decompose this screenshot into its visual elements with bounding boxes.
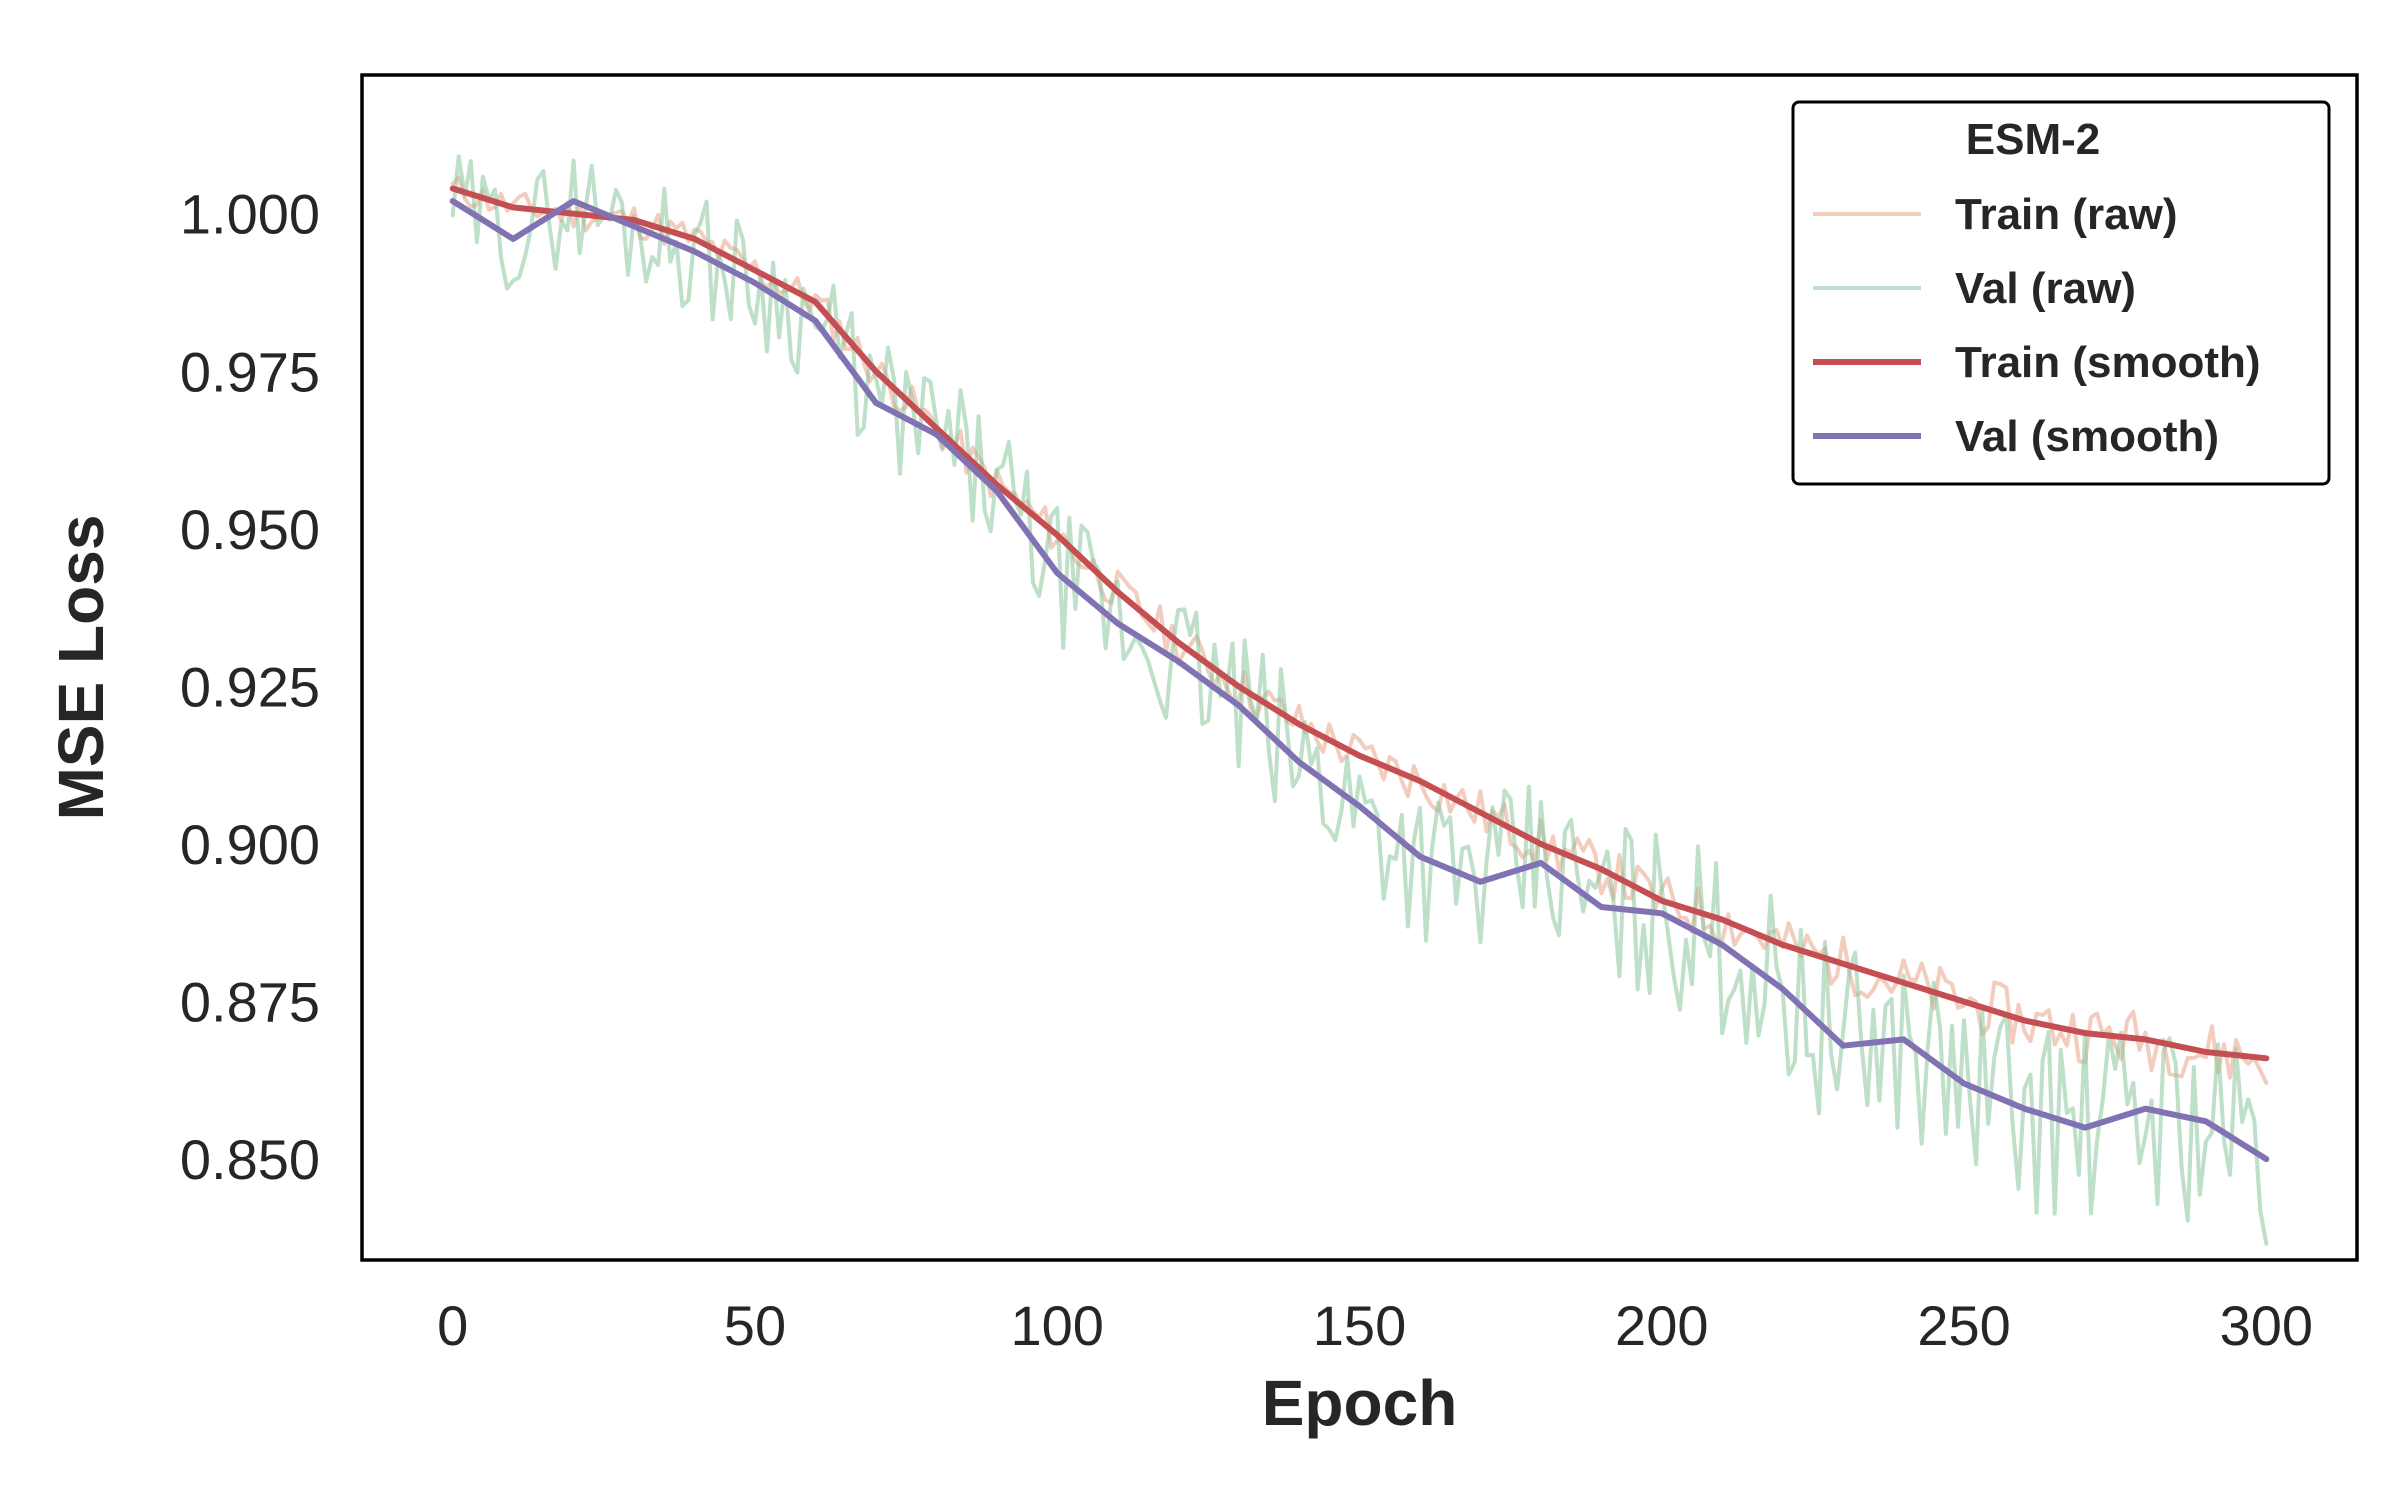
legend-label: Train (raw)	[1955, 190, 2178, 239]
series-line-2	[450, 154, 2269, 1246]
legend-frame	[1791, 100, 2331, 486]
y-tick-label: 0.850	[180, 1128, 320, 1191]
x-tick-label: 300	[2220, 1294, 2313, 1357]
x-tick-label: 100	[1011, 1294, 1104, 1357]
y-axis-title: MSE Loss	[45, 515, 117, 821]
series-line-1	[450, 175, 2269, 1085]
y-tick-label: 0.975	[180, 340, 320, 403]
x-tick-label: 250	[1917, 1294, 2010, 1357]
x-tick-label: 150	[1313, 1294, 1406, 1357]
x-axis-title: Epoch	[1262, 1367, 1458, 1439]
y-tick-label: 0.875	[180, 971, 320, 1034]
y-tick-label: 0.950	[180, 498, 320, 561]
series-line-4	[449, 198, 2270, 1163]
y-tick-label: 1.000	[180, 183, 320, 246]
y-tick-label: 0.925	[180, 655, 320, 718]
legend: ESM-2 Train (raw) Val (raw) Train (smooth)…	[1791, 100, 2331, 486]
series-line-3	[449, 185, 2270, 1062]
series-layer	[449, 154, 2270, 1246]
y-axis-ticks: 0.850 0.875 0.900 0.925 0.950 0.975 1.000	[180, 183, 320, 1191]
plot-area-frame	[360, 73, 2359, 1262]
x-axis-ticks: 0 50 100 150 200 250 300	[437, 1294, 2313, 1357]
y-tick-label: 0.900	[180, 813, 320, 876]
legend-label: Val (smooth)	[1955, 412, 2219, 461]
x-tick-label: 50	[724, 1294, 786, 1357]
legend-items: Train (raw) Val (raw) Train (smooth) Val (s…	[1813, 190, 2261, 461]
x-tick-label: 0	[437, 1294, 468, 1357]
legend-label: Val (raw)	[1955, 264, 2136, 313]
x-tick-label: 200	[1615, 1294, 1708, 1357]
legend-title: ESM-2	[1966, 115, 2100, 164]
legend-label: Train (smooth)	[1955, 338, 2261, 387]
